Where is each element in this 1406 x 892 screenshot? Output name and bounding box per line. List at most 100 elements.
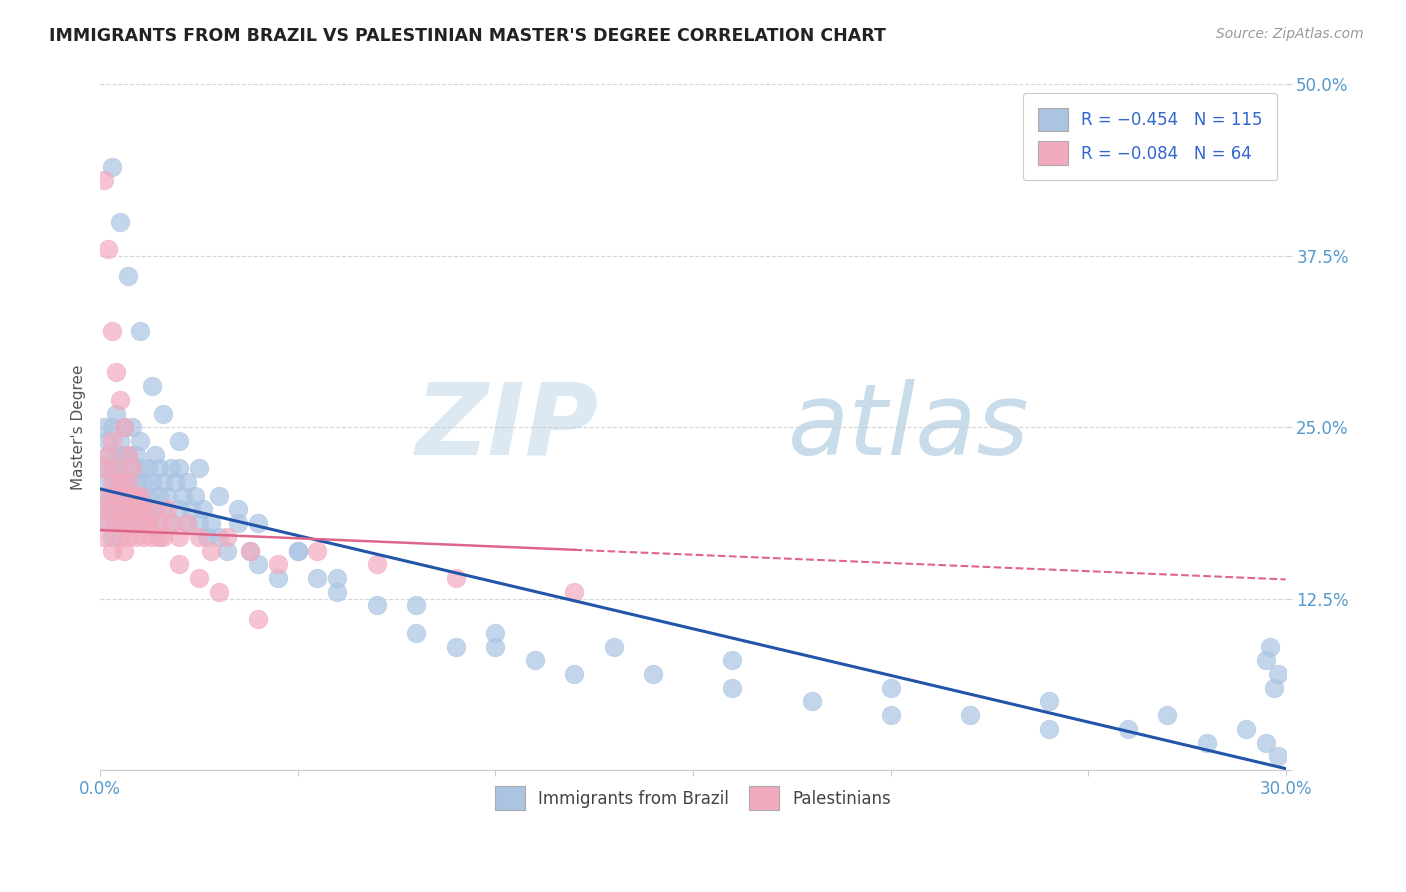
Point — [104, 365, 127, 379]
Point — [160, 461, 183, 475]
Point — [444, 571, 467, 585]
Point — [405, 626, 427, 640]
Point — [112, 420, 135, 434]
Point — [117, 530, 139, 544]
Point — [93, 502, 115, 516]
Point — [97, 448, 120, 462]
Point — [121, 516, 143, 531]
Point — [523, 653, 546, 667]
Point — [148, 461, 170, 475]
Point — [959, 708, 981, 723]
Point — [112, 420, 135, 434]
Point — [167, 461, 190, 475]
Legend: Immigrants from Brazil, Palestinians: Immigrants from Brazil, Palestinians — [481, 773, 904, 823]
Point — [101, 502, 124, 516]
Point — [200, 543, 222, 558]
Point — [643, 667, 665, 681]
Point — [267, 571, 290, 585]
Point — [1038, 694, 1060, 708]
Point — [128, 502, 150, 516]
Point — [1156, 708, 1178, 723]
Point — [187, 571, 209, 585]
Point — [104, 407, 127, 421]
Point — [101, 324, 124, 338]
Point — [180, 502, 202, 516]
Point — [208, 530, 231, 544]
Point — [93, 420, 115, 434]
Text: IMMIGRANTS FROM BRAZIL VS PALESTINIAN MASTER'S DEGREE CORRELATION CHART: IMMIGRANTS FROM BRAZIL VS PALESTINIAN MA… — [49, 27, 886, 45]
Point — [239, 543, 262, 558]
Point — [108, 502, 131, 516]
Point — [484, 640, 506, 654]
Point — [156, 489, 179, 503]
Point — [152, 407, 174, 421]
Point — [93, 461, 115, 475]
Point — [104, 516, 127, 531]
Point — [108, 475, 131, 489]
Point — [112, 516, 135, 531]
Point — [191, 502, 214, 516]
Point — [128, 489, 150, 503]
Point — [97, 434, 120, 448]
Point — [108, 434, 131, 448]
Point — [721, 653, 744, 667]
Point — [121, 489, 143, 503]
Point — [132, 475, 155, 489]
Point — [117, 448, 139, 462]
Point — [141, 530, 163, 544]
Point — [125, 530, 148, 544]
Point — [128, 516, 150, 531]
Point — [187, 530, 209, 544]
Point — [93, 502, 115, 516]
Point — [167, 530, 190, 544]
Point — [167, 434, 190, 448]
Text: atlas: atlas — [787, 379, 1029, 475]
Point — [108, 502, 131, 516]
Point — [97, 448, 120, 462]
Point — [564, 584, 586, 599]
Point — [97, 516, 120, 531]
Point — [112, 489, 135, 503]
Point — [112, 516, 135, 531]
Point — [307, 543, 329, 558]
Point — [152, 475, 174, 489]
Point — [721, 681, 744, 695]
Point — [187, 461, 209, 475]
Point — [112, 543, 135, 558]
Point — [247, 612, 270, 626]
Point — [326, 571, 349, 585]
Point — [101, 160, 124, 174]
Point — [104, 489, 127, 503]
Point — [141, 475, 163, 489]
Point — [1267, 749, 1289, 764]
Point — [195, 530, 218, 544]
Point — [152, 530, 174, 544]
Point — [208, 584, 231, 599]
Point — [93, 461, 115, 475]
Point — [101, 530, 124, 544]
Point — [117, 502, 139, 516]
Point — [148, 530, 170, 544]
Point — [104, 448, 127, 462]
Point — [121, 461, 143, 475]
Point — [136, 516, 159, 531]
Point — [117, 475, 139, 489]
Point — [136, 516, 159, 531]
Text: Source: ZipAtlas.com: Source: ZipAtlas.com — [1216, 27, 1364, 41]
Point — [145, 502, 167, 516]
Point — [121, 516, 143, 531]
Point — [104, 516, 127, 531]
Point — [101, 461, 124, 475]
Point — [125, 489, 148, 503]
Point — [148, 489, 170, 503]
Point — [287, 543, 309, 558]
Point — [145, 448, 167, 462]
Point — [176, 475, 198, 489]
Point — [128, 461, 150, 475]
Point — [101, 489, 124, 503]
Point — [97, 489, 120, 503]
Point — [215, 530, 238, 544]
Point — [93, 489, 115, 503]
Point — [1258, 640, 1281, 654]
Point — [267, 558, 290, 572]
